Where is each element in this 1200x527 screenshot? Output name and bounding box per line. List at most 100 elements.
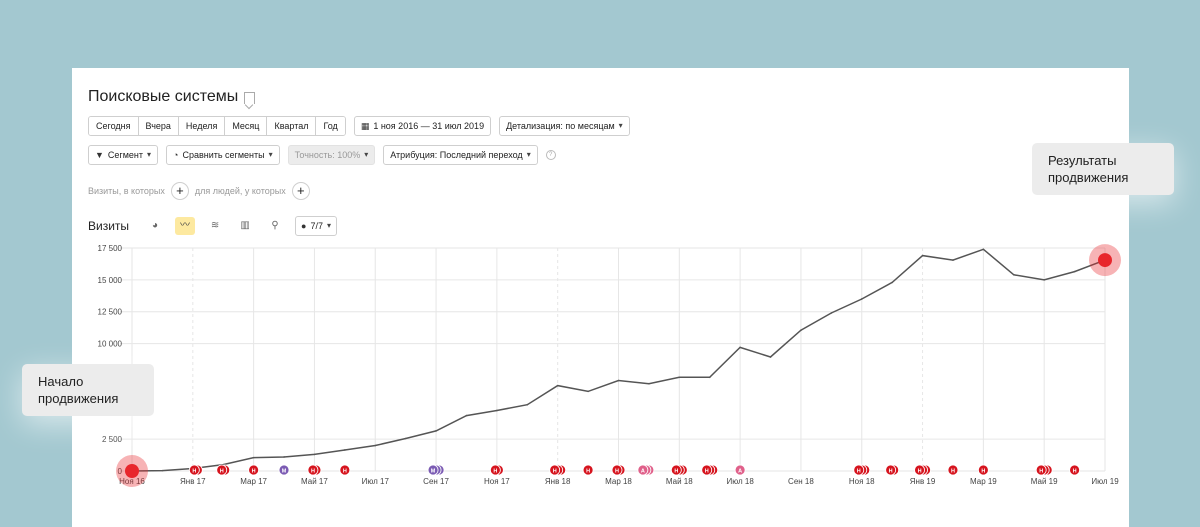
end-marker [1098,253,1112,268]
annotation-label: Н [1039,469,1043,475]
annotation-marker [701,464,713,476]
period-toolbar: Сегодня Вчера Неделя Месяц Квартал Год ▦ 1 но… [88,116,630,136]
annotation-marker [582,464,594,476]
annotation-marker [611,464,623,476]
annotation-label: Н [192,469,196,475]
data-point [648,382,650,385]
annotation-label: Н [857,469,861,475]
annotation-marker [1069,464,1080,476]
period-button[interactable]: Квартал [267,117,317,135]
area-chart-icon[interactable]: ≋ [210,220,220,231]
attribution-dropdown[interactable]: Атрибуция: Последний переход ▾ [383,145,538,165]
data-point [1012,273,1015,276]
y-tick-label: 0 [118,467,123,476]
date-range-button[interactable]: ▦ 1 ноя 2016 — 31 июл 2019 [353,116,492,136]
period-selector: Сегодня Вчера Неделя Месяц Квартал Год [88,116,346,136]
period-button[interactable]: Месяц [225,117,268,135]
data-point [465,414,468,417]
annotation-marker [853,464,865,476]
funnel-icon: ▼ [95,150,104,160]
data-point [344,449,346,451]
calendar-icon: ▦ [360,121,370,131]
line-chart-icon[interactable]: 〰 [175,217,196,235]
x-tick-label: Янв 19 [910,477,936,486]
accuracy-label: Точность: 100% [294,150,361,160]
chart-header: Визиты ◕ 〰 ≋ ▥ ⚲ ● 7/7 ▾ [88,216,338,236]
annotation-marker [977,464,989,476]
x-tick-label: Май 18 [666,477,693,486]
map-pin-icon[interactable]: ⚲ [271,220,279,231]
compare-segments-button[interactable]: ◔ Сравнить сегменты ▾ [166,145,280,165]
bookmark-icon[interactable] [244,92,256,104]
pie-chart-icon[interactable]: ◕ [152,220,159,231]
add-visit-filter-button[interactable]: + [170,182,189,200]
annotation-label: Н [951,469,955,475]
annotation-label: Н [343,469,347,475]
chevron-down-icon: ▾ [147,150,152,159]
help-icon[interactable]: ? [545,150,556,160]
annotation-label: Н [553,469,557,475]
callout-start-text: Начало продвижения [38,374,119,406]
chevron-down-icon: ▾ [364,150,369,159]
annotation-label: Н [918,469,922,475]
data-point [1073,270,1076,273]
y-tick-label: 10 000 [98,340,123,349]
data-point [678,376,681,379]
data-point [283,456,285,458]
annotation-marker [914,464,925,476]
x-tick-label: Ноя 18 [849,477,875,486]
data-point [921,254,924,257]
chevron-down-icon: ▾ [618,121,623,130]
x-tick-label: Мар 17 [240,477,267,486]
annotation-marker [1035,464,1047,476]
accuracy-button: Точность: 100% ▾ [287,145,376,165]
segments-icon: ◔ [173,150,179,160]
data-point [952,259,954,261]
annotation-label: Н [311,469,315,475]
x-tick-label: Ноя 16 [119,477,145,486]
annotation-label: Н [705,469,709,475]
callout-result: Результаты продвижения [1032,143,1174,195]
data-point [800,329,802,331]
period-button[interactable]: Вчера [138,117,179,135]
data-point [708,376,711,379]
data-point [313,453,316,456]
chart-title: Визиты [88,219,130,233]
segment-button[interactable]: ▼ Сегмент ▾ [88,145,159,165]
x-tick-label: Мар 19 [970,477,997,486]
attribution-label: Атрибуция: Последний переход [390,150,523,160]
annotation-label: Н [586,469,590,475]
data-point [404,437,407,440]
notes-dropdown[interactable]: ● 7/7 ▾ [295,216,338,236]
x-tick-label: Май 19 [1031,477,1058,486]
compare-label: Сравнить сегменты [182,150,265,160]
period-button[interactable]: Год [316,117,345,135]
chevron-down-icon: ▾ [327,221,332,230]
annotation-marker [248,464,260,476]
date-range-label: 1 ноя 2016 — 31 июл 2019 [373,121,485,131]
data-point [496,409,498,412]
chevron-down-icon: ▾ [268,150,273,159]
add-people-filter-button[interactable]: + [291,182,310,200]
data-point [1043,279,1045,281]
data-point [860,298,863,300]
filter-people-label: для людей, у которых [194,186,286,196]
bar-chart-icon[interactable]: ▥ [240,220,250,231]
x-tick-label: Май 17 [301,477,328,486]
annotation-label: Н [493,469,497,475]
detail-dropdown[interactable]: Детализация: по месяцам ▾ [499,116,630,136]
data-point [161,469,164,472]
y-tick-label: 17 500 [98,244,123,253]
annotation-label: Н [220,469,224,475]
callout-start: Начало продвижения [22,364,154,416]
period-button[interactable]: Неделя [178,117,226,135]
data-point [526,403,529,406]
x-tick-label: Мар 18 [605,477,632,486]
x-tick-label: Сен 17 [423,477,449,486]
annotation-marker [307,464,319,476]
filters-row: Визиты, в которых + для людей, у которых… [88,182,310,200]
annotation-marker [489,464,501,476]
period-button[interactable]: Сегодня [89,117,139,135]
x-tick-label: Янв 17 [180,477,206,486]
